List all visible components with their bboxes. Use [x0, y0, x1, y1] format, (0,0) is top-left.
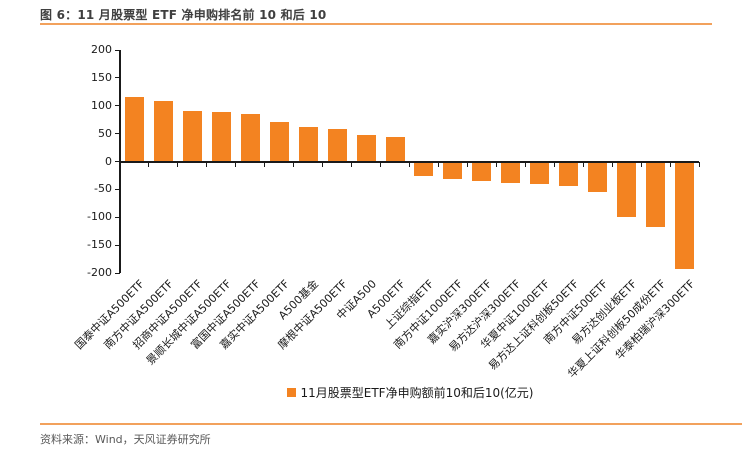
y-axis-tick	[115, 188, 120, 190]
y-axis-tick	[115, 244, 120, 246]
y-axis-tick-label: 100	[91, 98, 112, 112]
figure-title: 图 6：11 月股票型 ETF 净申购排名前 10 和后 10	[40, 8, 327, 22]
y-axis-tick	[115, 49, 120, 51]
x-axis-tick	[611, 161, 613, 167]
x-axis-tick	[322, 161, 324, 167]
x-axis-tick	[351, 161, 353, 167]
x-axis-tick	[177, 161, 179, 167]
x-axis-tick	[437, 161, 439, 167]
x-axis-tick	[466, 161, 468, 167]
x-axis-tick	[669, 161, 671, 167]
legend-label: 11月股票型ETF净申购额前10和后10(亿元)	[300, 386, 534, 400]
bar-中证A500	[356, 135, 376, 162]
bar-南方中证500ETF	[588, 161, 608, 193]
bar-华夏中证1000ETF	[530, 161, 550, 185]
bar-A500基金	[298, 126, 318, 162]
y-axis-tick-label: 200	[91, 43, 112, 56]
x-axis-tick	[119, 161, 121, 167]
y-axis-tick-label: -150	[87, 238, 112, 252]
x-axis-tick	[524, 161, 526, 167]
etf-net-subscription-bar-chart: 11月股票型ETF净申购额前10和后10(亿元) 200 150 100 50 0 -50…	[0, 28, 742, 418]
y-axis-tick	[115, 272, 120, 274]
x-axis-tick	[582, 161, 584, 167]
legend-color-swatch-icon	[286, 388, 296, 397]
bar-南方中证1000ETF	[443, 161, 463, 180]
x-axis-tick	[148, 161, 150, 167]
y-axis-tick-label: 150	[91, 70, 112, 84]
bar-嘉实沪深300ETF	[472, 161, 492, 181]
x-axis-tick	[235, 161, 237, 167]
bar-嘉实中证A500ETF	[269, 122, 289, 162]
y-axis-tick	[115, 216, 120, 218]
y-axis-tick-label: 0	[105, 154, 112, 168]
y-axis-tick	[115, 133, 120, 135]
y-axis-tick-label: -50	[94, 182, 112, 196]
source-note: 资料来源：Wind，天风证券研究所	[40, 433, 211, 446]
x-axis-tick	[409, 161, 410, 167]
bar-南方中证A500ETF	[153, 101, 173, 162]
y-axis-tick	[115, 77, 120, 79]
title-divider-line	[40, 23, 712, 25]
bar-易方达上证科创板50ETF	[559, 161, 579, 187]
bar-易方达创业板ETF	[617, 161, 637, 218]
y-axis-tick	[115, 161, 120, 162]
bar-国泰中证A500ETF	[124, 96, 144, 162]
footer-divider-line	[40, 423, 742, 425]
y-axis-tick-label: -200	[87, 266, 112, 279]
bar-摩根中证A500ETF	[327, 128, 347, 162]
bar-易方达沪深300ETF	[501, 161, 521, 183]
x-axis-tick	[293, 161, 295, 167]
bar-华泰柏瑞沪深300ETF	[675, 161, 695, 269]
x-axis-tick	[380, 161, 382, 167]
bar-上证综指ETF	[414, 161, 434, 176]
x-axis-tick	[640, 161, 642, 167]
x-axis-tick	[698, 161, 700, 167]
x-axis-tick	[495, 161, 497, 167]
y-axis-tick-label: -100	[87, 210, 112, 224]
bar-A500ETF	[385, 136, 405, 162]
bar-富国中证A500ETF	[240, 113, 260, 162]
bar-景顺长城中证A500ETF	[211, 112, 231, 162]
bar-华夏上证科创板50成份ETF	[646, 161, 666, 228]
y-axis-tick	[115, 105, 120, 107]
y-axis-tick-label: 50	[98, 126, 112, 140]
bar-招商中证A500ETF	[182, 111, 202, 162]
x-axis-tick	[264, 161, 266, 167]
x-axis-tick	[206, 161, 208, 167]
x-axis-tick	[553, 161, 555, 167]
chart-legend: 11月股票型ETF净申购额前10和后10(亿元)	[120, 384, 700, 401]
